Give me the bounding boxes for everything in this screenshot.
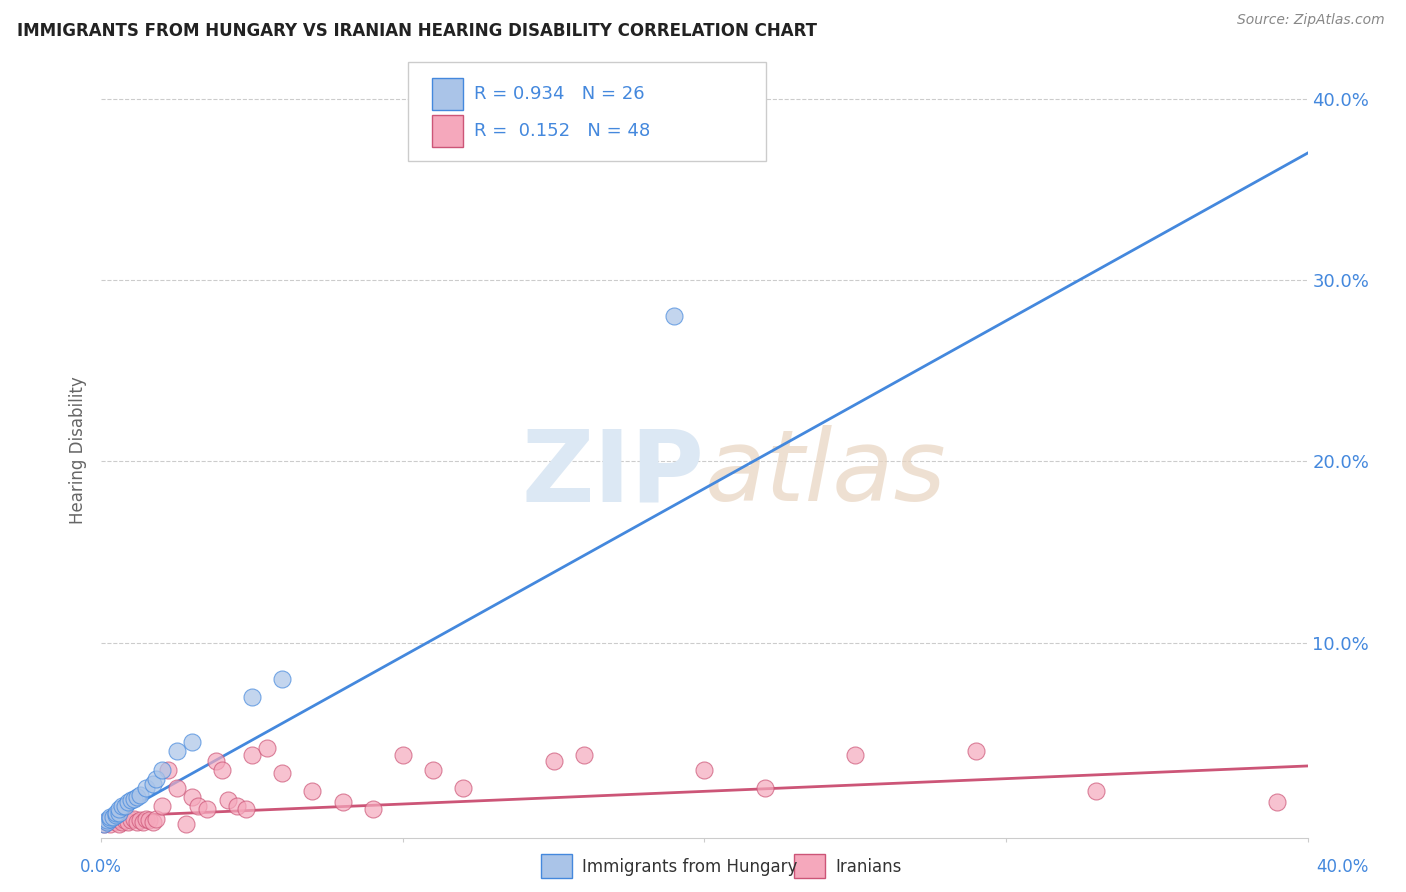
Point — [127, 815, 149, 830]
Point — [240, 690, 263, 704]
Text: Iranians: Iranians — [835, 858, 901, 876]
Point — [271, 766, 294, 780]
Point — [301, 784, 323, 798]
Point — [226, 798, 249, 813]
Point — [211, 763, 233, 777]
Text: 0.0%: 0.0% — [80, 858, 122, 876]
Point — [108, 802, 131, 816]
Point — [141, 815, 163, 830]
Point — [174, 817, 197, 831]
Point — [150, 798, 173, 813]
Point — [145, 812, 167, 826]
Point — [135, 812, 157, 826]
Point — [124, 812, 146, 826]
Point — [98, 817, 121, 831]
Point — [135, 780, 157, 795]
Point — [98, 812, 121, 826]
Point — [754, 780, 776, 795]
Point — [120, 814, 142, 828]
Point — [572, 747, 595, 762]
Text: R =  0.152   N = 48: R = 0.152 N = 48 — [474, 122, 650, 140]
Point — [217, 793, 239, 807]
Point — [543, 754, 565, 768]
Point — [93, 817, 115, 831]
Point — [98, 810, 121, 824]
Point — [141, 777, 163, 791]
Point — [664, 310, 686, 324]
Text: atlas: atlas — [704, 425, 946, 522]
Text: R = 0.934   N = 26: R = 0.934 N = 26 — [474, 85, 644, 103]
Point — [361, 802, 384, 816]
Point — [187, 798, 209, 813]
Point — [1085, 784, 1108, 798]
Point — [180, 735, 202, 749]
Point — [332, 795, 354, 809]
Point — [235, 802, 257, 816]
Point — [96, 815, 118, 830]
Point — [240, 747, 263, 762]
Point — [108, 806, 131, 821]
Point — [256, 740, 278, 755]
Point — [156, 763, 179, 777]
Point — [422, 763, 444, 777]
Point — [117, 815, 139, 830]
Point — [145, 772, 167, 786]
Point — [111, 815, 134, 830]
Point — [120, 793, 142, 807]
Point — [129, 788, 152, 802]
Point — [105, 806, 128, 821]
Point — [1267, 795, 1289, 809]
Point — [124, 791, 146, 805]
Text: Source: ZipAtlas.com: Source: ZipAtlas.com — [1237, 13, 1385, 28]
Text: 40.0%: 40.0% — [1316, 858, 1369, 876]
Point — [195, 802, 218, 816]
Point — [108, 812, 131, 826]
Point — [965, 744, 987, 758]
Point — [103, 814, 125, 828]
Point — [132, 815, 155, 830]
Point — [105, 808, 128, 822]
Point — [271, 672, 294, 686]
Point — [111, 798, 134, 813]
Point — [129, 814, 152, 828]
Point — [392, 747, 415, 762]
Point — [693, 763, 716, 777]
Point — [844, 747, 866, 762]
Point — [180, 789, 202, 804]
Text: Immigrants from Hungary: Immigrants from Hungary — [582, 858, 797, 876]
Point — [96, 815, 118, 830]
Point — [138, 814, 160, 828]
Point — [166, 744, 188, 758]
Point — [105, 815, 128, 830]
Text: IMMIGRANTS FROM HUNGARY VS IRANIAN HEARING DISABILITY CORRELATION CHART: IMMIGRANTS FROM HUNGARY VS IRANIAN HEARI… — [17, 22, 817, 40]
Point — [114, 814, 136, 828]
Point — [117, 795, 139, 809]
Point — [93, 817, 115, 831]
Point — [166, 780, 188, 795]
Point — [96, 814, 118, 828]
Point — [205, 754, 228, 768]
Point — [114, 798, 136, 813]
Point — [127, 789, 149, 804]
Point — [451, 780, 474, 795]
Point — [103, 810, 125, 824]
Y-axis label: Hearing Disability: Hearing Disability — [69, 376, 87, 524]
Point — [150, 763, 173, 777]
Text: ZIP: ZIP — [522, 425, 704, 522]
Point — [108, 817, 131, 831]
